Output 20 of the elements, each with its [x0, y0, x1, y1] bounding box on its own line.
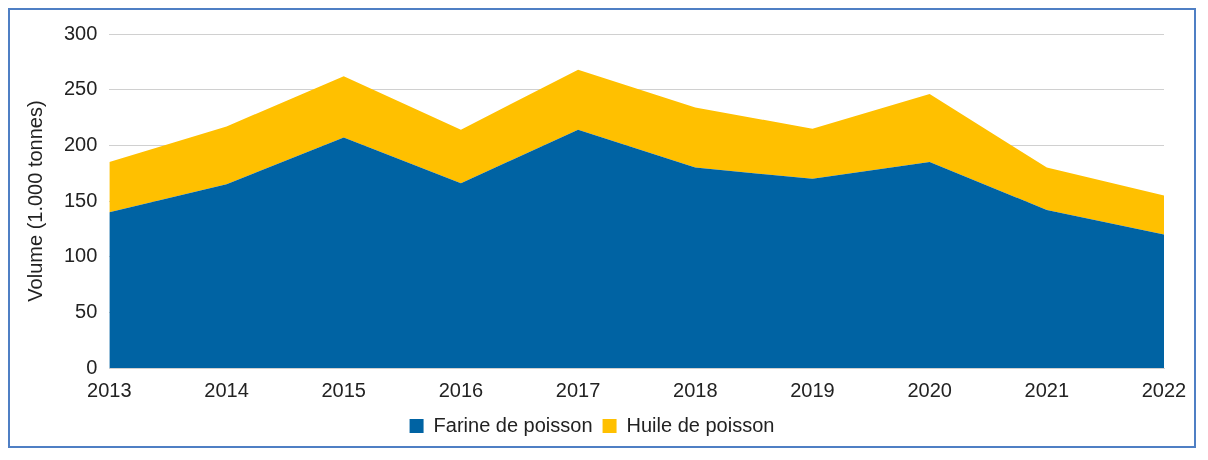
- y-axis-title: Volume (1.000 tonnes): [23, 100, 46, 302]
- y-tick-label: 100: [63, 244, 98, 267]
- x-tick-label: 2017: [555, 378, 601, 401]
- x-tick-label: 2022: [1141, 378, 1187, 401]
- x-tick-label: 2018: [673, 378, 718, 401]
- x-tick-label: 2019: [790, 378, 835, 401]
- x-tick-label: 2016: [438, 378, 484, 401]
- y-tick-label: 200: [63, 132, 98, 155]
- x-tick-label: 2020: [907, 378, 952, 401]
- y-tick-label: 50: [75, 299, 98, 322]
- x-tick-label: 2021: [1024, 378, 1070, 401]
- x-tick-label: 2013: [87, 378, 132, 401]
- legend-label: Huile de poisson: [626, 413, 775, 436]
- y-tick-label: 250: [63, 77, 98, 100]
- y-tick-label: 150: [63, 188, 98, 211]
- legend-label: Farine de poisson: [433, 413, 593, 436]
- y-tick-label: 300: [63, 21, 98, 44]
- y-tick-label: 0: [86, 355, 98, 378]
- x-tick-label: 2015: [321, 378, 366, 401]
- x-tick-label: 2014: [204, 378, 249, 401]
